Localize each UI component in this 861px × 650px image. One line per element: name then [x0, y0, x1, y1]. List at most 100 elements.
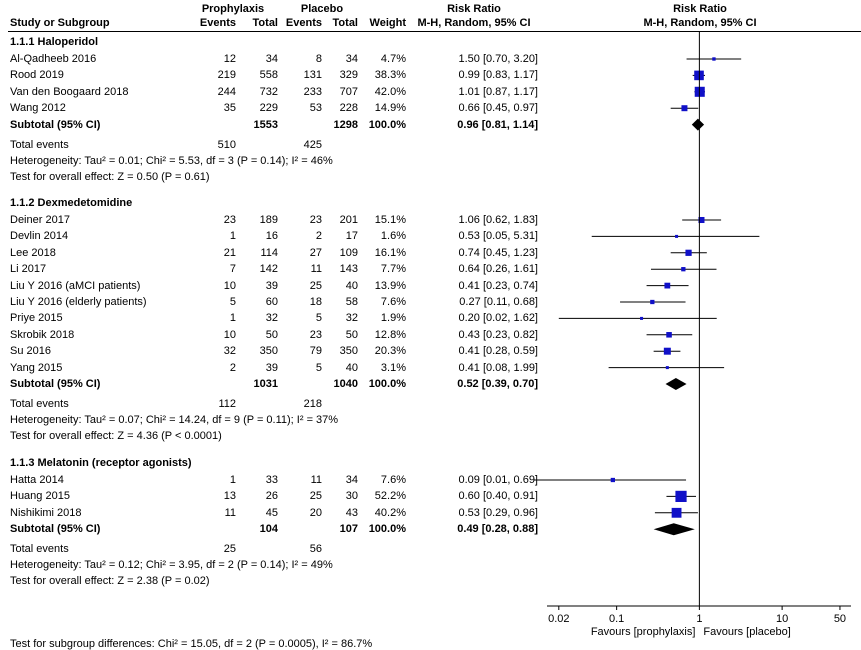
- total-events-label: Total events: [10, 398, 69, 410]
- study-marker: [610, 477, 615, 483]
- events-placebo: 131: [303, 69, 322, 82]
- total-placebo: 34: [345, 53, 358, 65]
- header-weight: Weight: [369, 17, 406, 29]
- events-placebo: 79: [309, 345, 322, 358]
- subtotal-diamond: [691, 118, 705, 131]
- heterogeneity-text: Heterogeneity: Tau² = 0.07; Chi² = 14.24…: [10, 414, 339, 426]
- group-title: 1.1.3 Melatonin (receptor agonists): [10, 457, 192, 469]
- heterogeneity-text: Heterogeneity: Tau² = 0.12; Chi² = 3.95,…: [10, 559, 333, 572]
- total-prophylaxis: 32: [265, 312, 278, 325]
- subtotal-total-prophylaxis: 1553: [253, 118, 278, 131]
- total-prophylaxis: 229: [259, 102, 278, 115]
- total-events-prophylaxis: 510: [217, 138, 236, 151]
- study-name: Deiner 2017: [10, 214, 70, 226]
- study-name: Devlin 2014: [10, 230, 69, 243]
- weight-value: 7.6%: [380, 296, 406, 308]
- total-placebo: 329: [339, 69, 358, 82]
- subtotal-total-placebo: 107: [339, 523, 358, 536]
- events-placebo: 11: [310, 474, 322, 486]
- study-name: Liu Y 2016 (aMCI patients): [10, 279, 141, 292]
- events-placebo: 23: [309, 214, 322, 226]
- favours-left-label: Favours [prophylaxis]: [591, 626, 696, 638]
- weight-value: 4.7%: [380, 53, 406, 65]
- weight-value: 7.7%: [380, 263, 406, 276]
- subtotal-label: Subtotal (95% CI): [10, 378, 101, 390]
- study-marker: [666, 332, 672, 338]
- events-placebo: 5: [315, 361, 322, 374]
- total-prophylaxis: 60: [265, 296, 278, 308]
- study-name: Wang 2012: [10, 102, 66, 115]
- events-prophylaxis: 10: [223, 328, 236, 341]
- total-prophylaxis: 558: [259, 69, 278, 82]
- study-name: Al-Qadheeb 2016: [10, 53, 97, 65]
- header-group2: Placebo: [300, 3, 344, 15]
- risk-ratio-ci: 0.64 [0.26, 1.61]: [458, 263, 538, 276]
- events-placebo: 20: [309, 506, 322, 519]
- study-marker: [681, 267, 686, 272]
- total-events-label: Total events: [10, 138, 69, 151]
- risk-ratio-ci: 0.41 [0.08, 1.99]: [458, 361, 538, 374]
- header-total2: Total: [332, 17, 358, 29]
- total-prophylaxis: 50: [265, 328, 278, 341]
- total-events-prophylaxis: 112: [218, 398, 236, 410]
- x-tick-label: 10: [776, 613, 788, 625]
- study-marker: [671, 507, 682, 518]
- total-prophylaxis: 732: [259, 85, 278, 98]
- header-rr-method: M-H, Random, 95% CI: [417, 17, 531, 29]
- study-name: Huang 2015: [10, 490, 70, 503]
- study-marker: [681, 105, 688, 112]
- study-name: Nishikimi 2018: [10, 506, 82, 519]
- total-prophylaxis: 350: [259, 345, 278, 358]
- total-prophylaxis: 114: [260, 246, 278, 259]
- subtotal-diamond: [665, 378, 687, 390]
- events-prophylaxis: 244: [217, 85, 236, 98]
- subtotal-weight: 100.0%: [368, 523, 406, 536]
- study-name: Van den Boogaard 2018: [10, 85, 129, 98]
- study-name: Skrobik 2018: [10, 328, 75, 341]
- subtotal-diamond: [653, 523, 695, 536]
- risk-ratio-ci: 0.27 [0.11, 0.68]: [459, 296, 538, 308]
- total-placebo: 201: [339, 214, 358, 226]
- risk-ratio-ci: 0.43 [0.23, 0.82]: [458, 328, 538, 341]
- weight-value: 20.3%: [374, 345, 406, 358]
- total-placebo: 143: [339, 263, 358, 276]
- study-marker: [675, 234, 679, 238]
- risk-ratio-ci: 0.41 [0.23, 0.74]: [458, 279, 538, 292]
- header-study: Study or Subgroup: [10, 17, 110, 29]
- total-prophylaxis: 33: [265, 474, 278, 486]
- subtotal-weight: 100.0%: [368, 378, 406, 390]
- events-placebo: 53: [309, 102, 322, 115]
- study-name: Yang 2015: [10, 361, 63, 374]
- events-placebo: 25: [309, 279, 322, 292]
- events-placebo: 27: [309, 246, 322, 259]
- study-name: Rood 2019: [10, 69, 64, 82]
- events-prophylaxis: 2: [229, 361, 236, 374]
- overall-effect-text: Test for overall effect: Z = 0.50 (P = 0…: [10, 170, 210, 183]
- total-placebo: 350: [339, 345, 358, 358]
- total-events-placebo: 425: [303, 138, 322, 151]
- weight-value: 38.3%: [374, 69, 406, 82]
- x-tick-label: 0.1: [609, 613, 624, 625]
- header-rr-title: Risk Ratio: [447, 3, 501, 15]
- events-prophylaxis: 10: [223, 279, 236, 292]
- header-plot-method: M-H, Random, 95% CI: [643, 17, 757, 29]
- total-placebo: 17: [345, 230, 358, 243]
- events-prophylaxis: 5: [229, 296, 236, 308]
- events-prophylaxis: 23: [223, 214, 236, 226]
- events-placebo: 5: [315, 312, 322, 325]
- total-placebo: 58: [345, 296, 358, 308]
- group-title: 1.1.2 Dexmedetomidine: [10, 197, 133, 209]
- subtotal-label: Subtotal (95% CI): [10, 118, 101, 131]
- header-events1: Events: [199, 17, 236, 29]
- risk-ratio-ci: 1.01 [0.87, 1.17]: [458, 85, 538, 98]
- study-name: Lee 2018: [10, 246, 56, 259]
- events-prophylaxis: 219: [217, 69, 236, 82]
- total-events-label: Total events: [10, 543, 69, 556]
- total-placebo: 32: [345, 312, 358, 325]
- total-placebo: 34: [345, 474, 358, 486]
- study-name: Priye 2015: [10, 312, 63, 325]
- subtotal-risk-ratio-ci: 0.49 [0.28, 0.88]: [457, 523, 538, 536]
- study-name: Liu Y 2016 (elderly patients): [10, 296, 147, 308]
- total-prophylaxis: 26: [265, 490, 278, 503]
